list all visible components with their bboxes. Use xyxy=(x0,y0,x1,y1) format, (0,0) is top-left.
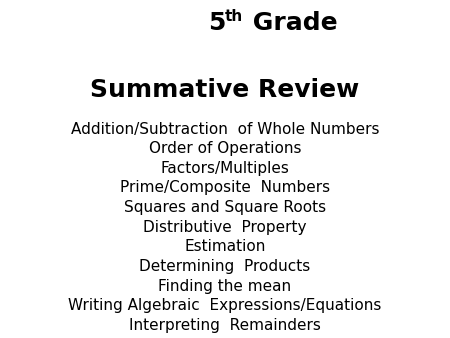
Text: Finding the mean: Finding the mean xyxy=(158,279,292,293)
Text: Writing Algebraic  Expressions/Equations: Writing Algebraic Expressions/Equations xyxy=(68,298,382,313)
Text: 5: 5 xyxy=(207,11,225,35)
Text: Estimation: Estimation xyxy=(184,239,266,254)
Text: Interpreting  Remainders: Interpreting Remainders xyxy=(129,318,321,333)
Text: th: th xyxy=(225,9,243,24)
Text: Squares and Square Roots: Squares and Square Roots xyxy=(124,200,326,215)
Text: Determining  Products: Determining Products xyxy=(140,259,310,274)
Text: Grade: Grade xyxy=(244,11,338,35)
Text: Distributive  Property: Distributive Property xyxy=(143,220,307,235)
Text: Prime/Composite  Numbers: Prime/Composite Numbers xyxy=(120,180,330,195)
Text: Addition/Subtraction  of Whole Numbers: Addition/Subtraction of Whole Numbers xyxy=(71,122,379,137)
Text: Order of Operations: Order of Operations xyxy=(149,141,301,156)
Text: Factors/Multiples: Factors/Multiples xyxy=(161,161,289,176)
Text: Summative Review: Summative Review xyxy=(90,78,360,102)
